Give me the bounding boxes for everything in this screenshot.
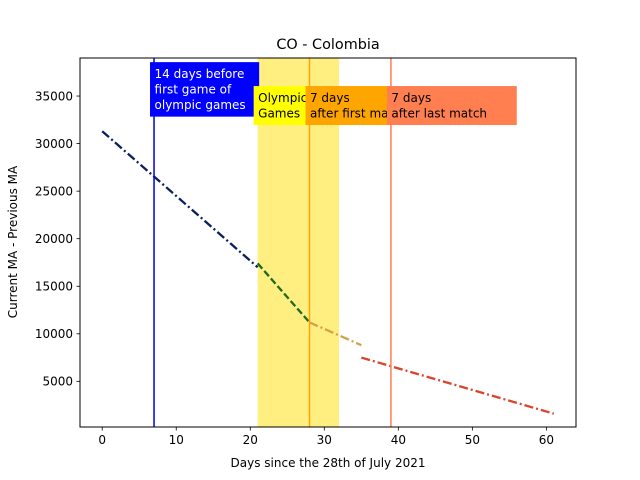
x-axis-label: Days since the 28th of July 2021: [231, 456, 426, 470]
series-lines: [101, 130, 555, 415]
annotation-text: after last match: [391, 107, 487, 121]
y-axis-ticks: 5000 10000 15000 20000 25000 30000 35000: [35, 89, 80, 389]
x-tick-label: 10: [169, 433, 184, 447]
annotation-box-3: [386, 86, 517, 126]
series-line-1: [256, 262, 311, 324]
series-line-0: [101, 130, 259, 269]
y-tick-label: 10000: [35, 327, 73, 341]
y-tick-label: 5000: [42, 375, 73, 389]
annotation-box-2: [305, 86, 391, 126]
series-line-2: [309, 321, 362, 347]
y-tick-label: 25000: [35, 184, 73, 198]
y-tick-label: 15000: [35, 280, 73, 294]
annotation-text: 7 days: [391, 91, 431, 105]
x-tick-label: 60: [539, 433, 554, 447]
annotation-1: Olympic Games: [253, 86, 310, 126]
annotation-box-0: [150, 62, 260, 117]
y-tick-label: 30000: [35, 137, 73, 151]
annotation-text: olympic games: [155, 98, 246, 112]
annotation-text: after first match: [310, 107, 407, 121]
x-tick-label: 30: [317, 433, 332, 447]
x-tick-label: 50: [465, 433, 480, 447]
chart-title: CO - Colombia: [276, 37, 379, 53]
x-tick-label: 0: [98, 433, 106, 447]
y-tick-label: 20000: [35, 232, 73, 246]
annotation-text: 7 days: [310, 91, 350, 105]
x-axis-ticks: 0 10 20 30 40 50 60: [98, 427, 554, 447]
annotation-2: 7 days after first match: [305, 86, 407, 126]
y-tick-label: 35000: [35, 89, 73, 103]
annotation-text: Games: [258, 107, 300, 121]
annotation-text: first game of: [155, 83, 232, 97]
y-axis-label: Current MA - Previous MA: [6, 165, 20, 318]
annotation-3: 7 days after last match: [386, 86, 517, 126]
annotation-text: Olympic: [258, 91, 307, 105]
annotation-box-1: [253, 86, 310, 126]
annotation-text: 14 days before: [155, 67, 245, 81]
x-tick-label: 20: [243, 433, 258, 447]
x-tick-label: 40: [391, 433, 406, 447]
plot-frame: [79, 57, 577, 428]
